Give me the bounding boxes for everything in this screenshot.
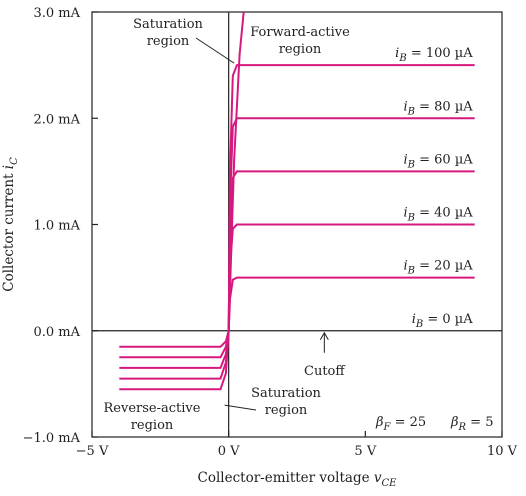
reverse-curve-ib-40 <box>119 330 230 380</box>
curve-label-ib-60: iB = 60 µA <box>403 152 473 170</box>
x-axis-label: Collector-emitter voltage vCE <box>198 470 398 489</box>
curve-label-ib-40: iB = 40 µA <box>403 206 473 224</box>
x-tick-label-1: 0 V <box>218 444 240 459</box>
reverse-curve-ib-80 <box>119 330 230 359</box>
y-axis-label: Collector current iC <box>1 157 20 292</box>
reverse-active-label-line1: Reverse-active <box>104 401 201 416</box>
x-tick-label-3: 10 V <box>487 444 518 459</box>
curve-label-ib-20: iB = 20 µA <box>403 259 473 277</box>
y-tick-label-1: 2.0 mA <box>33 112 80 127</box>
y-tick-label-2: 1.0 mA <box>33 219 80 234</box>
reverse-active-label-line2: region <box>131 418 174 433</box>
saturation-region-top-label-line1: Saturation <box>133 17 203 32</box>
curve-label-ib-0: iB = 0 µA <box>412 312 474 330</box>
beta-r-label: βR = 5 <box>450 415 493 433</box>
forward-active-label-line2: region <box>279 42 322 57</box>
saturation-top-pointer-line <box>195 37 235 64</box>
reverse-curve-ib-20 <box>119 330 230 391</box>
cutoff-arrow-head <box>319 331 329 340</box>
saturation-region-top-label-line2: region <box>147 34 190 49</box>
forward-active-label-line1: Forward-active <box>250 25 350 40</box>
y-tick-label-0: 3.0 mA <box>33 6 80 21</box>
forward-curve-ib-60 <box>227 170 475 331</box>
curve-labels-group: iB = 100 µA iB = 80 µA iB = 60 µA iB = 40 µ… <box>395 46 473 330</box>
y-tick-label-4: −1.0 mA <box>23 431 81 446</box>
reverse-curve-ib-60 <box>119 330 230 369</box>
curve-label-ib-80: iB = 80 µA <box>403 99 473 117</box>
saturation-bottom-pointer-line <box>224 404 257 411</box>
curve-label-ib-100: iB = 100 µA <box>395 46 473 64</box>
tick-labels-group: −5 V 0 V 5 V 10 V 3.0 mA 2.0 mA 1.0 mA 0.0 mA −1… <box>1 6 518 489</box>
saturation-edge-curve <box>227 11 245 331</box>
annotations-group: Saturation region Forward-active region Cuto… <box>104 17 494 433</box>
reverse-curve-ib-100 <box>119 330 230 348</box>
cutoff-label: Cutoff <box>304 364 346 379</box>
x-tick-label-0: −5 V <box>76 444 109 459</box>
beta-f-label: βF = 25 <box>375 415 426 433</box>
curves-group <box>119 11 475 391</box>
y-tick-label-3: 0.0 mA <box>33 325 80 340</box>
x-tick-label-2: 5 V <box>354 444 376 459</box>
axes-group <box>91 11 503 438</box>
saturation-region-bottom-label-line2: region <box>265 403 308 418</box>
saturation-region-bottom-label-line1: Saturation <box>251 386 321 401</box>
